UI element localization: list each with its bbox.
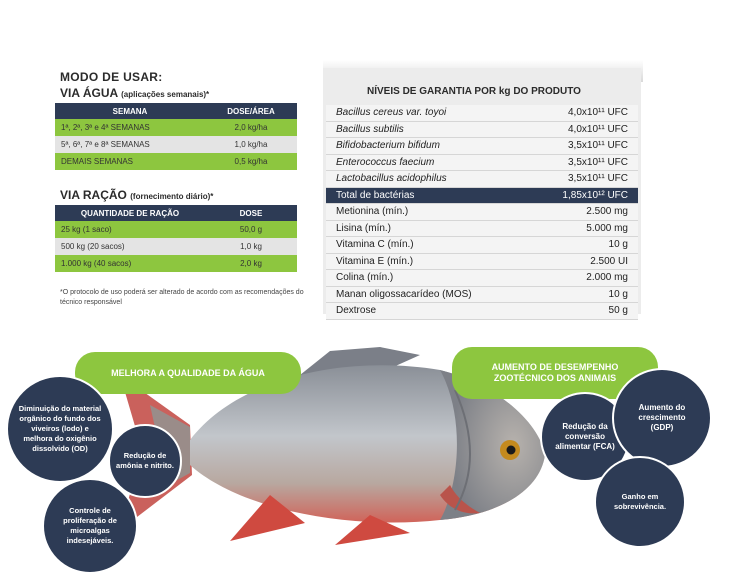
nutrient-value: 50 g	[527, 302, 638, 320]
nutrient-name: Metionina (mín.)	[326, 203, 528, 221]
nutrient-value: 3,5x10¹¹ UFC	[527, 170, 638, 188]
circle-sobrevivencia: Ganho em sobrevivência.	[594, 456, 686, 548]
via-agua-note: (aplicações semanais)*	[121, 90, 210, 99]
table-row: Enterococcus faecium 3,5x10¹¹ UFC	[326, 154, 638, 171]
table-header: DOSE	[205, 205, 297, 221]
nutrient-name: Total de bactérias	[326, 187, 528, 204]
via-racao-table: QUANTIDADE DE RAÇÃO DOSE 25 kg (1 saco) …	[55, 205, 297, 272]
table-cell: DEMAIS SEMANAS	[55, 153, 205, 170]
nutrient-value: 2.500 UI	[527, 253, 638, 270]
table-row: 5ª, 6ª, 7ª e 8ª SEMANAS 1,0 kg/ha	[55, 136, 297, 153]
footnote: *O protocolo de uso poderá ser alterado …	[60, 289, 304, 306]
table-row: Dextrose 50 g	[326, 302, 638, 320]
table-row: Vitamina E (mín.) 2.500 UI	[326, 253, 638, 270]
modo-de-usar-title: MODO DE USAR:	[60, 70, 163, 84]
nutrient-value: 10 g	[527, 286, 638, 303]
nutrient-name: Enterococcus faecium	[326, 154, 528, 171]
fish-illustration	[120, 347, 545, 545]
nutrient-value: 2.000 mg	[527, 269, 638, 287]
table-row: 25 kg (1 saco) 50,0 g	[55, 221, 297, 238]
nutrient-value: 10 g	[527, 236, 638, 254]
table-row: Bacillus subtilis 4,0x10¹¹ UFC	[326, 121, 638, 138]
nutrient-value: 4,0x10¹¹ UFC	[527, 121, 638, 138]
via-agua-title: VIA ÁGUA	[60, 86, 118, 100]
table-cell: 5ª, 6ª, 7ª e 8ª SEMANAS	[55, 136, 205, 153]
table-row: Vitamina C (mín.) 10 g	[326, 236, 638, 254]
nutrient-name: Vitamina C (mín.)	[326, 236, 528, 254]
table-cell: 1.000 kg (40 sacos)	[55, 255, 205, 272]
table-header: DOSE/ÁREA	[205, 103, 297, 119]
table-cell: 0,5 kg/ha	[205, 153, 297, 170]
nutrient-name: Lactobacillus acidophilus	[326, 170, 528, 188]
nutrient-name: Lisina (mín.)	[326, 220, 528, 237]
table-cell: 1ª, 2ª, 3ª e 4ª SEMANAS	[55, 119, 205, 136]
nutrient-value: 4,0x10¹¹ UFC	[527, 105, 638, 122]
via-racao-note: (fornecimento diário)*	[130, 192, 214, 201]
table-row: 500 kg (20 sacos) 1,0 kg	[55, 238, 297, 255]
table-cell: 25 kg (1 saco)	[55, 221, 205, 238]
nutrient-name: Colina (mín.)	[326, 269, 528, 287]
table-cell: 1,0 kg	[205, 238, 297, 255]
table-row: DEMAIS SEMANAS 0,5 kg/ha	[55, 153, 297, 170]
nutrient-name: Dextrose	[326, 302, 528, 320]
via-racao-heading: VIA RAÇÃO (fornecimento diário)*	[60, 188, 213, 202]
circle-amonia-nitrito: Redução de amônia e nitrito.	[108, 424, 182, 498]
nutrient-value: 3,5x10¹¹ UFC	[527, 137, 638, 155]
table-row: Bacillus cereus var. toyoi 4,0x10¹¹ UFC	[326, 105, 638, 122]
circle-microalgas: Controle de proliferação de microalgas i…	[42, 478, 138, 574]
table-row: Lisina (mín.) 5.000 mg	[326, 220, 638, 237]
nutrient-name: Bacillus cereus var. toyoi	[326, 105, 528, 122]
table-row: Manan oligossacarídeo (MOS) 10 g	[326, 286, 638, 303]
table-row: Metionina (mín.) 2.500 mg	[326, 203, 638, 221]
table-cell: 2,0 kg	[205, 255, 297, 272]
table-row: Colina (mín.) 2.000 mg	[326, 269, 638, 287]
via-agua-heading: VIA ÁGUA (aplicações semanais)*	[60, 86, 209, 100]
nutrient-value: 3,5x10¹¹ UFC	[527, 154, 638, 171]
nutrient-name: Bifidobacterium bifidum	[326, 137, 528, 155]
nutrient-name: Bacillus subtilis	[326, 121, 528, 138]
nutrient-name: Manan oligossacarídeo (MOS)	[326, 286, 528, 303]
circle-crescimento: Aumento do crescimento (GDP)	[612, 368, 712, 468]
garantia-title: NÍVEIS DE GARANTIA POR kg DO PRODUTO	[367, 86, 581, 97]
table-row-highlight: Total de bactérias 1,85x10¹² UFC	[326, 187, 638, 204]
table-row: 1ª, 2ª, 3ª e 4ª SEMANAS 2,0 kg/ha	[55, 119, 297, 136]
circle-materia-organica: Diminuição do material orgânico do fundo…	[6, 375, 114, 483]
pill-qualidade-agua: MELHORA A QUALIDADE DA ÁGUA	[75, 352, 301, 394]
garantia-table: Bacillus cereus var. toyoi 4,0x10¹¹ UFC B…	[326, 105, 638, 320]
nutrient-name: Vitamina E (mín.)	[326, 253, 528, 270]
table-row: Bifidobacterium bifidum 3,5x10¹¹ UFC	[326, 137, 638, 155]
table-cell: 1,0 kg/ha	[205, 136, 297, 153]
table-cell: 2,0 kg/ha	[205, 119, 297, 136]
nutrient-value: 1,85x10¹² UFC	[527, 187, 638, 204]
table-row: 1.000 kg (40 sacos) 2,0 kg	[55, 255, 297, 272]
via-racao-title: VIA RAÇÃO	[60, 188, 127, 202]
table-cell: 500 kg (20 sacos)	[55, 238, 205, 255]
table-header: QUANTIDADE DE RAÇÃO	[55, 205, 205, 221]
table-row: Lactobacillus acidophilus 3,5x10¹¹ UFC	[326, 170, 638, 188]
nutrient-value: 2.500 mg	[527, 203, 638, 221]
nutrient-value: 5.000 mg	[527, 220, 638, 237]
table-header: SEMANA	[55, 103, 205, 119]
table-cell: 50,0 g	[205, 221, 297, 238]
via-agua-table: SEMANA DOSE/ÁREA 1ª, 2ª, 3ª e 4ª SEMANAS…	[55, 103, 297, 170]
